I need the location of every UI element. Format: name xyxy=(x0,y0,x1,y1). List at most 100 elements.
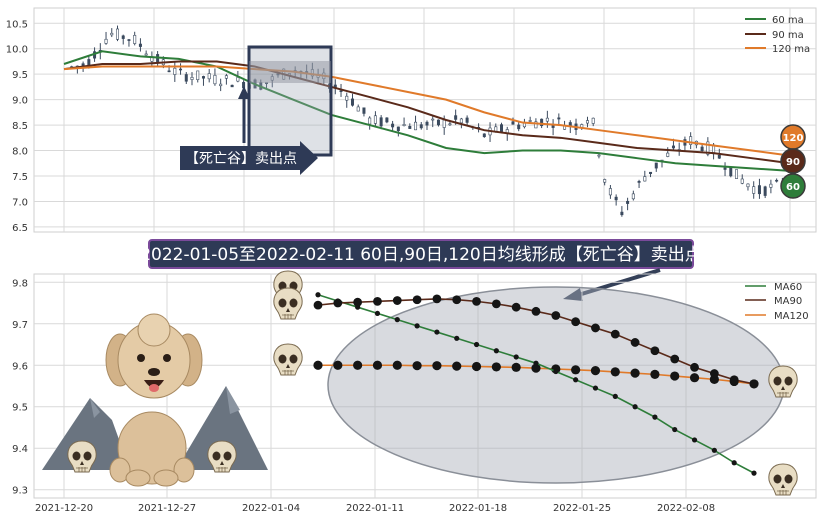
data-point-MA60 xyxy=(612,393,618,399)
bottom-panel-frame xyxy=(33,273,817,499)
candle-body xyxy=(620,211,624,216)
data-point-MA120 xyxy=(353,360,363,370)
candle-body xyxy=(408,126,412,129)
candle-body xyxy=(362,107,366,114)
candle-body xyxy=(522,122,526,128)
svg-text:60: 60 xyxy=(786,182,800,193)
data-point-MA60 xyxy=(315,292,321,298)
candle-body xyxy=(265,82,269,85)
legend-ma60: 60 ma xyxy=(772,15,804,26)
candle-body xyxy=(540,118,544,127)
candle-body xyxy=(454,115,458,120)
data-point-MA90 xyxy=(749,379,759,389)
candle-body xyxy=(585,120,589,124)
candle-body xyxy=(545,117,549,122)
candle-body xyxy=(729,167,733,177)
candle-body xyxy=(597,154,601,157)
badge-120: 120 xyxy=(780,124,806,150)
candle-body xyxy=(368,117,372,125)
candle-body xyxy=(138,43,142,47)
candle-body xyxy=(763,186,767,196)
data-point-MA120 xyxy=(412,361,422,371)
badge-60: 60 xyxy=(780,173,806,199)
data-point-MA60 xyxy=(632,404,638,410)
data-point-MA60 xyxy=(711,447,717,453)
top-y-tick-label: 7.5 xyxy=(12,172,28,183)
bottom-y-tick-label: 9.8 xyxy=(12,278,28,289)
candle-body xyxy=(723,167,727,170)
x-tick-label: 2021-12-20 xyxy=(35,503,93,514)
candle-body xyxy=(184,74,188,82)
legend-MA120: MA120 xyxy=(774,311,809,322)
svg-text:120: 120 xyxy=(783,133,804,144)
candle-body xyxy=(666,152,670,157)
candle-body xyxy=(557,117,561,120)
data-point-MA90 xyxy=(432,294,442,304)
candle-body xyxy=(385,117,389,123)
candle-body xyxy=(425,121,429,126)
candle-body xyxy=(740,178,744,184)
top-ma-lines xyxy=(63,50,791,172)
candle-body xyxy=(190,77,194,80)
candle-body xyxy=(591,117,595,124)
data-point-MA60 xyxy=(691,437,698,443)
candle-body xyxy=(689,136,693,145)
candle-body xyxy=(396,126,400,132)
candle-body xyxy=(115,28,119,40)
bottom-y-axis: 9.8 9.7 9.6 9.5 9.4 9.3 xyxy=(12,278,28,496)
candle-body xyxy=(671,145,675,149)
candle-body xyxy=(379,117,383,127)
data-point-MA120 xyxy=(313,360,323,370)
candle-body xyxy=(402,124,406,126)
x-tick-label: 2022-02-08 xyxy=(657,503,715,514)
data-point-MA90 xyxy=(709,369,719,378)
legend-MA90: MA90 xyxy=(774,296,802,307)
data-point-MA120 xyxy=(333,360,343,370)
candle-body xyxy=(133,35,137,44)
data-point-MA90 xyxy=(313,300,323,310)
candle-body xyxy=(517,124,521,130)
data-point-MA90 xyxy=(650,346,660,356)
candle-body xyxy=(643,176,647,182)
x-axis: 2021-12-20 2021-12-27 2022-01-04 2022-01-11… xyxy=(35,503,715,514)
candle-body xyxy=(121,35,125,39)
data-point-MA120 xyxy=(650,369,660,379)
badge-90: 90 xyxy=(780,148,806,174)
data-point-MA60 xyxy=(592,385,599,391)
signal-label: 【死亡谷】卖出点 xyxy=(185,151,297,167)
candle-body xyxy=(167,70,171,73)
candle-body xyxy=(173,67,177,75)
data-point-MA90 xyxy=(333,298,343,308)
data-point-MA60 xyxy=(414,323,420,329)
data-point-MA60 xyxy=(434,329,440,335)
data-point-MA60 xyxy=(731,460,737,466)
candle-body xyxy=(104,38,108,44)
candle-body xyxy=(448,123,452,126)
data-point-MA90 xyxy=(373,296,382,306)
data-point-MA90 xyxy=(729,375,739,385)
data-point-MA60 xyxy=(454,335,460,341)
data-point-MA60 xyxy=(553,368,559,375)
data-point-MA120 xyxy=(452,361,462,371)
candle-body xyxy=(649,171,653,174)
candle-body xyxy=(179,68,183,71)
series-line-ma120 xyxy=(63,65,791,157)
skull-icon xyxy=(273,343,303,376)
bottom-legend: MA60 MA90 MA120 xyxy=(745,282,809,322)
data-point-MA120 xyxy=(432,361,442,371)
data-point-MA90 xyxy=(353,297,363,307)
legend-ma90: 90 ma xyxy=(772,30,804,41)
x-tick-label: 2022-01-25 xyxy=(553,503,611,514)
candle-body xyxy=(270,76,274,81)
data-point-MA90 xyxy=(452,295,462,305)
candle-body xyxy=(757,185,761,195)
data-point-MA60 xyxy=(751,470,757,476)
bottom-grid xyxy=(34,274,816,498)
top-y-tick-label: 8.0 xyxy=(12,147,28,158)
candle-body xyxy=(236,77,240,82)
mountain-icon xyxy=(42,386,268,470)
candle-body xyxy=(626,200,630,204)
series-line-ma90 xyxy=(63,60,791,165)
data-point-MA90 xyxy=(571,317,581,327)
